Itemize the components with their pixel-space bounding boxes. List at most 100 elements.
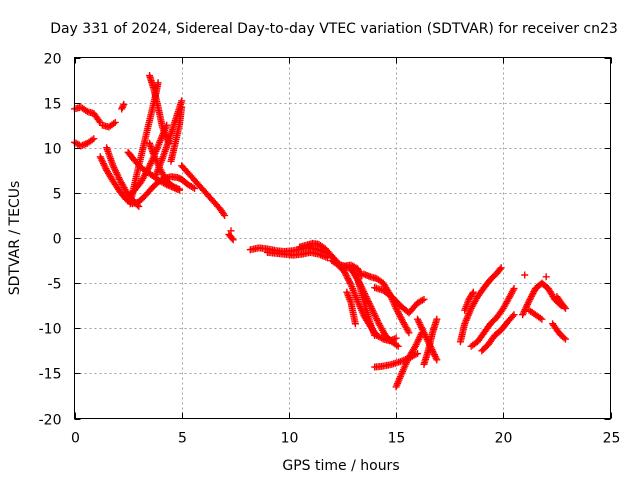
data-point bbox=[561, 304, 569, 312]
y-tick-label: -20 bbox=[39, 413, 62, 429]
series-track-38 bbox=[553, 293, 569, 312]
data-point bbox=[82, 107, 90, 115]
plot-frame bbox=[74, 57, 611, 419]
data-point bbox=[111, 118, 119, 126]
x-axis-label: GPS time / hours bbox=[282, 458, 399, 474]
data-point bbox=[526, 296, 534, 304]
data-point bbox=[394, 308, 402, 316]
y-tick-label: -15 bbox=[39, 367, 62, 383]
data-point bbox=[392, 304, 400, 312]
series-track-03 bbox=[98, 118, 119, 131]
data-point bbox=[509, 286, 517, 294]
series-track-04 bbox=[118, 100, 128, 113]
data-point bbox=[433, 315, 441, 323]
data-point bbox=[220, 210, 228, 218]
series-track-32 bbox=[461, 288, 477, 314]
series-track-23 bbox=[349, 268, 402, 350]
y-tick-label: 0 bbox=[53, 232, 62, 248]
data-point bbox=[342, 271, 350, 279]
data-point bbox=[468, 290, 476, 298]
data-point bbox=[393, 341, 401, 349]
data-point bbox=[395, 309, 403, 317]
data-point bbox=[510, 285, 518, 293]
data-point bbox=[341, 268, 349, 276]
series-track-19 bbox=[263, 248, 331, 262]
data-point bbox=[510, 311, 518, 319]
x-tick-label: 10 bbox=[281, 431, 299, 447]
data-point bbox=[189, 183, 197, 191]
data-point bbox=[538, 315, 546, 323]
series-track-34 bbox=[478, 311, 518, 355]
series-track-15 bbox=[178, 175, 199, 192]
data-point bbox=[341, 270, 349, 278]
data-point bbox=[346, 279, 354, 287]
y-axis-label: SDTVAR / TECUs bbox=[7, 181, 23, 296]
series-track-14 bbox=[178, 162, 229, 219]
data-point bbox=[527, 294, 535, 302]
data-point bbox=[345, 276, 353, 284]
data-point bbox=[496, 265, 504, 273]
data-point bbox=[397, 314, 405, 322]
data-point bbox=[176, 185, 184, 193]
data-point bbox=[88, 136, 96, 144]
y-tick-label: 5 bbox=[53, 187, 62, 203]
data-point bbox=[227, 227, 235, 235]
data-point bbox=[509, 312, 517, 320]
x-tick-label: 0 bbox=[71, 431, 80, 447]
data-point bbox=[394, 342, 402, 350]
data-point bbox=[530, 288, 538, 296]
x-tick-label: 25 bbox=[603, 431, 621, 447]
series-track-16 bbox=[225, 230, 237, 244]
data-point bbox=[433, 356, 441, 364]
data-point bbox=[344, 275, 352, 283]
data-point bbox=[229, 236, 237, 244]
data-point bbox=[536, 314, 544, 322]
data-point bbox=[542, 273, 550, 281]
series-track-09 bbox=[146, 72, 173, 147]
data-point bbox=[221, 211, 229, 219]
data-point bbox=[154, 79, 162, 87]
x-tick-label: 20 bbox=[495, 431, 513, 447]
data-point bbox=[392, 334, 400, 342]
data-point bbox=[178, 103, 186, 111]
data-point bbox=[378, 334, 386, 342]
series-track-22 bbox=[334, 261, 400, 345]
data-point bbox=[420, 295, 428, 303]
y-tick-label: 20 bbox=[44, 52, 62, 68]
data-point bbox=[405, 329, 413, 337]
series-track-02 bbox=[71, 135, 98, 150]
series-track-30 bbox=[420, 315, 441, 368]
data-point bbox=[119, 102, 127, 110]
series-track-26 bbox=[343, 288, 359, 328]
data-point bbox=[414, 350, 422, 358]
data-point bbox=[469, 288, 477, 296]
chart-title: Day 331 of 2024, Sidereal Day-to-day VTE… bbox=[50, 21, 618, 37]
series-track-31 bbox=[456, 264, 505, 346]
data-point bbox=[528, 291, 536, 299]
x-tick-label: 15 bbox=[388, 431, 406, 447]
data-point bbox=[396, 312, 404, 320]
y-tick-label: -5 bbox=[48, 277, 62, 293]
data-point bbox=[351, 320, 359, 328]
data-point bbox=[178, 97, 186, 105]
data-point bbox=[120, 100, 128, 108]
series-track-17 bbox=[227, 227, 235, 235]
data-point bbox=[560, 334, 568, 342]
series-track-40 bbox=[542, 273, 550, 281]
series-track-36 bbox=[525, 306, 546, 323]
series-track-37 bbox=[549, 320, 569, 343]
y-tick-label: -10 bbox=[39, 322, 62, 338]
data-point bbox=[191, 184, 199, 192]
y-tick-label: 15 bbox=[44, 97, 62, 113]
data-point bbox=[343, 273, 351, 281]
data-point bbox=[395, 311, 403, 319]
series-track-01 bbox=[71, 103, 104, 126]
data-points bbox=[71, 72, 569, 391]
x-tick-label: 5 bbox=[178, 431, 187, 447]
data-point bbox=[561, 335, 569, 343]
data-point bbox=[560, 303, 568, 311]
tick-labels: 0 5 10 15 20 25 -20 -15 -10 -5 0 5 10 15 20 bbox=[39, 52, 621, 447]
series-track-28 bbox=[392, 329, 426, 391]
data-point bbox=[345, 278, 353, 286]
